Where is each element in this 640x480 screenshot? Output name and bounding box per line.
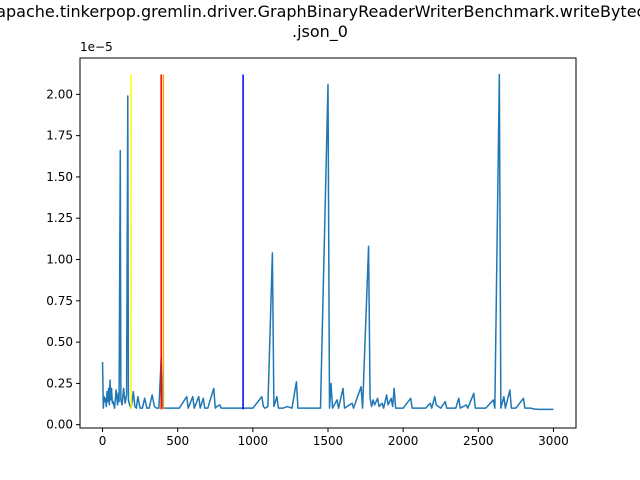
y-tick-label: 0.00 bbox=[46, 418, 73, 432]
y-tick-label: 0.25 bbox=[46, 376, 73, 390]
x-tick-label: 2000 bbox=[388, 434, 419, 448]
x-axis: 0 500 1000 1500 2000 2500 3000 bbox=[99, 428, 569, 448]
y-axis: 0.00 0.25 0.50 0.75 1.00 1.25 1.50 1.75 2.00 bbox=[46, 87, 80, 432]
plot-area bbox=[101, 73, 554, 411]
chart-title-line2: .json_0 bbox=[292, 22, 348, 42]
y-tick-label: 0.75 bbox=[46, 294, 73, 308]
y-offset-label: 1e−5 bbox=[80, 40, 113, 54]
series-line-0 bbox=[101, 73, 554, 411]
x-tick-label: 500 bbox=[166, 434, 189, 448]
chart-title-line1: org.apache.tinkerpop.gremlin.driver.Grap… bbox=[0, 2, 640, 21]
x-tick-label: 0 bbox=[99, 434, 107, 448]
x-tick-label: 2500 bbox=[463, 434, 494, 448]
x-tick-label: 1500 bbox=[313, 434, 344, 448]
y-tick-label: 1.25 bbox=[46, 211, 73, 225]
y-tick-label: 1.75 bbox=[46, 129, 73, 143]
y-tick-label: 2.00 bbox=[46, 87, 73, 101]
y-tick-label: 1.50 bbox=[46, 170, 73, 184]
y-tick-label: 0.50 bbox=[46, 335, 73, 349]
x-tick-label: 3000 bbox=[538, 434, 569, 448]
x-tick-label: 1000 bbox=[238, 434, 269, 448]
y-tick-label: 1.00 bbox=[46, 253, 73, 267]
